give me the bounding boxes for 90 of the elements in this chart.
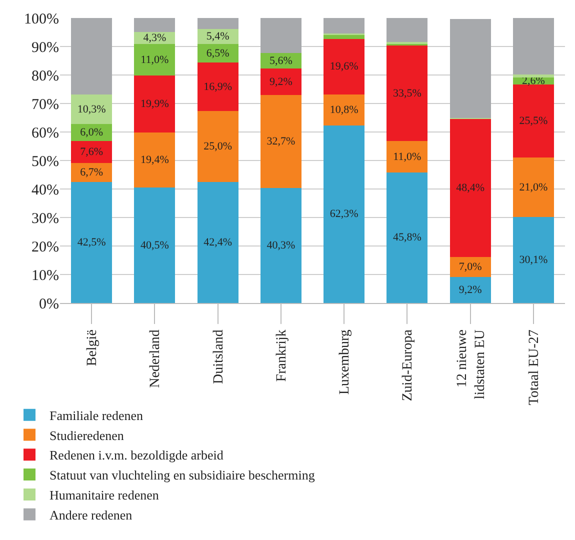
y-tick-label: 100% <box>24 11 59 28</box>
bar <box>386 18 428 42</box>
bar <box>450 118 491 257</box>
bar <box>71 94 112 124</box>
bar <box>512 74 554 78</box>
data-label: 9,2% <box>458 284 482 296</box>
bar <box>512 18 554 74</box>
bar <box>71 18 112 95</box>
data-label: 11,0% <box>140 54 169 66</box>
legend-label: Statuut van vluchteling en subsidiaire bescherming <box>50 468 316 483</box>
data-label: 6,5% <box>206 47 230 60</box>
bar <box>134 44 176 76</box>
bar <box>324 94 365 126</box>
bar <box>260 188 302 303</box>
data-label: 19,6% <box>330 60 358 73</box>
x-tick-label: Nederland <box>148 330 164 388</box>
data-label: 30,1% <box>519 254 548 266</box>
bar <box>197 110 238 182</box>
bar <box>134 132 176 188</box>
data-label: 45,8% <box>392 232 422 244</box>
x-tick-label: België <box>85 330 100 366</box>
bar <box>386 172 428 303</box>
bar <box>260 68 302 95</box>
data-label: 40,3% <box>266 240 296 252</box>
data-label: 10,8% <box>330 104 358 116</box>
data-label: 7,6% <box>80 146 104 158</box>
data-label: 9,2% <box>269 76 292 88</box>
data-label: 6,7% <box>80 166 104 178</box>
bar <box>512 157 554 218</box>
x-tick-label: Duitsland <box>211 330 226 384</box>
data-label: 4,3% <box>143 32 166 44</box>
data-label: 7,0% <box>458 260 482 273</box>
bar <box>386 46 428 142</box>
bar <box>260 18 302 53</box>
bar <box>450 19 491 118</box>
data-label: 19,4% <box>140 154 169 166</box>
data-label: 40,5% <box>140 239 169 252</box>
legend-label: Andere redenen <box>50 507 133 522</box>
bar <box>71 141 112 163</box>
y-tick-label: 80% <box>32 68 59 84</box>
legend-label: Studieredenen <box>50 428 124 443</box>
legend-label: Humanitaire redenen <box>50 488 160 503</box>
bar <box>512 217 554 303</box>
bar <box>134 76 176 132</box>
bar <box>197 182 238 303</box>
legend-label: Familiale redenen <box>50 408 144 423</box>
bar <box>324 18 365 34</box>
data-label: 33,5% <box>392 87 422 100</box>
data-label: 25,0% <box>204 140 232 153</box>
y-tick-label: 20% <box>32 239 59 256</box>
x-tick-label: Frankrijk <box>274 330 290 382</box>
y-tick-label: 50% <box>32 154 59 170</box>
y-tick-label: 40% <box>32 182 59 198</box>
data-label: 48,4% <box>456 182 485 194</box>
data-label: 42,4% <box>204 236 232 249</box>
bar <box>512 84 554 158</box>
x-tick-label: Totaal EU-27 <box>526 330 542 406</box>
data-label: 25,5% <box>519 115 548 128</box>
data-label: 5,6% <box>269 54 292 67</box>
y-tick-label: 70% <box>32 96 59 113</box>
bar <box>324 38 365 95</box>
bar <box>197 18 238 29</box>
data-label: 21,0% <box>519 181 548 194</box>
bar <box>134 18 176 32</box>
y-tick-label: 60% <box>32 125 59 142</box>
data-label: 42,5% <box>77 236 106 248</box>
bar <box>134 188 176 303</box>
bar <box>197 62 238 111</box>
data-label: 16,9% <box>204 80 232 93</box>
bar <box>386 141 428 172</box>
y-tick-label: 90% <box>32 40 59 56</box>
y-tick-label: 0% <box>39 296 59 312</box>
data-label: 32,7% <box>266 136 296 148</box>
bar <box>450 256 491 277</box>
x-tick-label: Zuid-Europa <box>400 328 416 402</box>
x-tick-label: 12 nieuwe lidstaten EU <box>454 330 488 400</box>
bar <box>260 94 302 188</box>
legend-label: Redenen i.v.m. bezoldigde arbeid <box>50 448 224 463</box>
data-label: 5,4% <box>206 30 230 43</box>
bar <box>324 125 365 303</box>
x-tick-label: Luxemburg <box>338 330 353 395</box>
data-label: 19,9% <box>140 98 169 110</box>
data-label: 62,3% <box>330 208 358 220</box>
y-tick-label: 30% <box>32 210 59 227</box>
bar <box>450 276 491 303</box>
data-label: 6,0% <box>80 126 104 139</box>
data-label: 11,0% <box>393 150 422 163</box>
bar <box>71 182 112 303</box>
y-tick-label: 10% <box>32 268 59 284</box>
data-label: 10,3% <box>77 103 106 116</box>
